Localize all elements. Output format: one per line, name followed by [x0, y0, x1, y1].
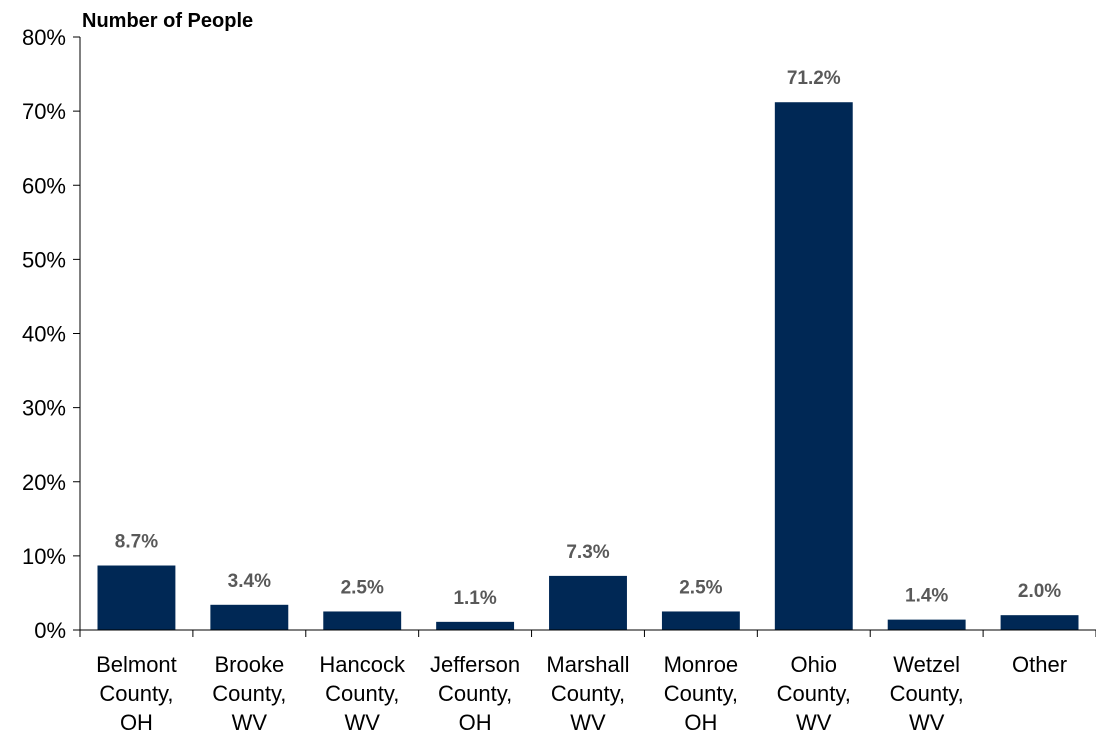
data-label: 2.5% [679, 577, 722, 598]
bar [323, 611, 402, 630]
data-label: 7.3% [566, 542, 609, 563]
data-label: 71.2% [787, 68, 841, 89]
axes [79, 37, 1096, 637]
bar [774, 102, 853, 631]
bar [661, 611, 740, 630]
x-tick-label: Ohio County, WV [777, 652, 851, 735]
data-label: 3.4% [228, 571, 271, 592]
data-labels: 8.7% 3.4% 2.5% 1.1% 7.3% 2.5% 71.2% 1.4% 2.0% [115, 68, 1062, 609]
x-tick-label: Other [1012, 652, 1067, 677]
x-tick-label: Monroe County, OH [664, 652, 739, 735]
y-tick-label: 50% [22, 247, 66, 272]
y-axis-title: Number of People [82, 10, 253, 32]
x-tick-label: Wetzel County, WV [890, 652, 964, 735]
data-label: 2.5% [341, 577, 384, 598]
y-tick-label: 30% [22, 396, 66, 421]
x-tick-label: Hancock County, WV [319, 652, 406, 735]
y-tick-label: 10% [22, 544, 66, 569]
x-tick-label: Belmont County, OH [96, 652, 177, 735]
bar [549, 575, 627, 630]
bar [97, 565, 176, 630]
data-label: 1.1% [453, 588, 496, 609]
y-tick-label: 0% [34, 618, 66, 643]
bar [210, 604, 289, 630]
y-tick-label: 80% [22, 25, 66, 50]
x-tick-label: Marshall County, WV [546, 652, 629, 735]
bar [1000, 615, 1079, 630]
data-label: 2.0% [1018, 581, 1061, 602]
y-tick-label: 20% [22, 470, 66, 495]
y-axis-ticks: 0% 10% 20% 30% 40% 50% 60% 70% 80% [22, 25, 80, 643]
y-tick-label: 70% [22, 99, 66, 124]
data-label: 8.7% [115, 532, 158, 553]
y-tick-label: 40% [22, 322, 66, 347]
x-axis-ticks: Belmont County, OH Brooke County, WV Hancock Co… [96, 630, 1096, 735]
bar [887, 619, 966, 630]
y-tick-label: 60% [22, 173, 66, 198]
x-tick-label: Jefferson County, OH [430, 652, 520, 735]
bar [436, 621, 515, 630]
x-tick-label: Brooke County, WV [212, 652, 286, 735]
bars [97, 102, 1079, 631]
data-label: 1.4% [905, 586, 948, 607]
